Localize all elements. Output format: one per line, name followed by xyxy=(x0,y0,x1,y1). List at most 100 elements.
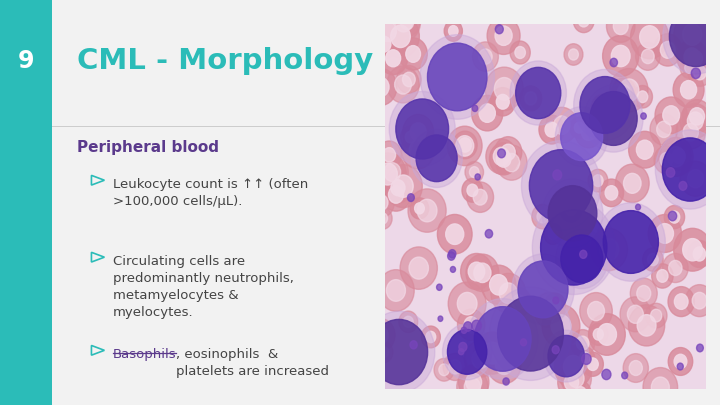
Circle shape xyxy=(472,320,482,331)
Circle shape xyxy=(483,342,502,364)
Circle shape xyxy=(474,307,531,371)
Circle shape xyxy=(693,247,706,261)
Circle shape xyxy=(548,335,585,377)
Circle shape xyxy=(636,43,660,70)
Circle shape xyxy=(651,309,662,322)
Circle shape xyxy=(597,100,608,114)
Circle shape xyxy=(459,138,472,152)
Circle shape xyxy=(374,195,388,210)
Circle shape xyxy=(588,358,598,371)
Circle shape xyxy=(668,211,677,221)
Circle shape xyxy=(560,197,582,222)
Circle shape xyxy=(667,147,685,167)
Circle shape xyxy=(472,95,503,131)
Circle shape xyxy=(599,179,624,207)
Circle shape xyxy=(636,286,651,301)
Circle shape xyxy=(603,211,658,273)
Circle shape xyxy=(438,364,449,376)
Circle shape xyxy=(652,377,670,398)
Circle shape xyxy=(512,295,525,310)
Circle shape xyxy=(403,316,413,327)
Circle shape xyxy=(387,66,419,103)
Circle shape xyxy=(490,87,516,116)
Circle shape xyxy=(472,105,477,111)
Circle shape xyxy=(387,3,420,41)
Circle shape xyxy=(495,354,513,375)
Circle shape xyxy=(399,311,418,333)
Circle shape xyxy=(447,126,482,166)
Circle shape xyxy=(505,318,526,343)
Circle shape xyxy=(679,181,687,190)
Circle shape xyxy=(387,279,405,301)
Circle shape xyxy=(532,200,615,294)
Circle shape xyxy=(446,224,464,245)
Circle shape xyxy=(674,14,711,55)
Circle shape xyxy=(677,40,707,74)
Circle shape xyxy=(397,66,421,94)
Circle shape xyxy=(561,113,603,160)
Circle shape xyxy=(378,21,397,42)
Circle shape xyxy=(486,139,517,174)
Circle shape xyxy=(669,260,682,275)
Circle shape xyxy=(571,330,595,357)
Circle shape xyxy=(654,146,679,174)
Circle shape xyxy=(400,247,437,289)
Circle shape xyxy=(589,313,625,355)
Circle shape xyxy=(545,122,558,137)
Circle shape xyxy=(637,315,656,336)
Circle shape xyxy=(668,347,693,375)
Circle shape xyxy=(510,324,521,337)
Circle shape xyxy=(395,12,413,32)
Circle shape xyxy=(410,123,426,141)
Circle shape xyxy=(409,140,426,160)
Circle shape xyxy=(688,241,711,268)
Circle shape xyxy=(369,11,405,51)
Circle shape xyxy=(656,224,673,243)
Circle shape xyxy=(558,367,585,398)
Circle shape xyxy=(534,292,565,328)
Circle shape xyxy=(564,374,579,390)
Circle shape xyxy=(685,62,695,73)
Circle shape xyxy=(580,352,590,364)
Circle shape xyxy=(377,36,391,52)
Circle shape xyxy=(570,117,588,138)
Circle shape xyxy=(670,6,720,66)
Text: 9: 9 xyxy=(18,49,34,73)
Circle shape xyxy=(369,153,406,195)
Circle shape xyxy=(629,360,642,375)
Circle shape xyxy=(612,78,636,105)
Circle shape xyxy=(655,97,688,134)
Circle shape xyxy=(459,342,467,352)
Circle shape xyxy=(683,239,702,261)
Circle shape xyxy=(382,15,419,58)
Circle shape xyxy=(683,100,711,133)
Circle shape xyxy=(561,235,603,283)
Circle shape xyxy=(453,131,477,159)
Circle shape xyxy=(434,358,454,381)
Circle shape xyxy=(680,57,699,79)
Circle shape xyxy=(449,26,458,36)
Circle shape xyxy=(490,143,518,175)
Circle shape xyxy=(688,112,703,130)
Circle shape xyxy=(657,121,671,138)
Text: Circulating cells are
predominantly neutrophils,
metamyelocytes &
myelocytes.: Circulating cells are predominantly neut… xyxy=(113,255,294,319)
Circle shape xyxy=(544,330,589,382)
Circle shape xyxy=(411,129,462,188)
Circle shape xyxy=(490,275,508,295)
Circle shape xyxy=(542,305,580,347)
Circle shape xyxy=(496,94,509,109)
Circle shape xyxy=(495,25,503,34)
Circle shape xyxy=(498,149,505,158)
Circle shape xyxy=(593,328,603,340)
Circle shape xyxy=(691,68,701,79)
Circle shape xyxy=(684,48,700,66)
Circle shape xyxy=(541,210,607,285)
Text: Basophils: Basophils xyxy=(113,348,176,361)
Circle shape xyxy=(682,43,709,74)
Circle shape xyxy=(495,77,514,100)
Circle shape xyxy=(582,352,603,376)
Circle shape xyxy=(400,15,414,30)
Circle shape xyxy=(521,141,600,231)
Circle shape xyxy=(449,249,456,258)
Circle shape xyxy=(641,113,647,119)
